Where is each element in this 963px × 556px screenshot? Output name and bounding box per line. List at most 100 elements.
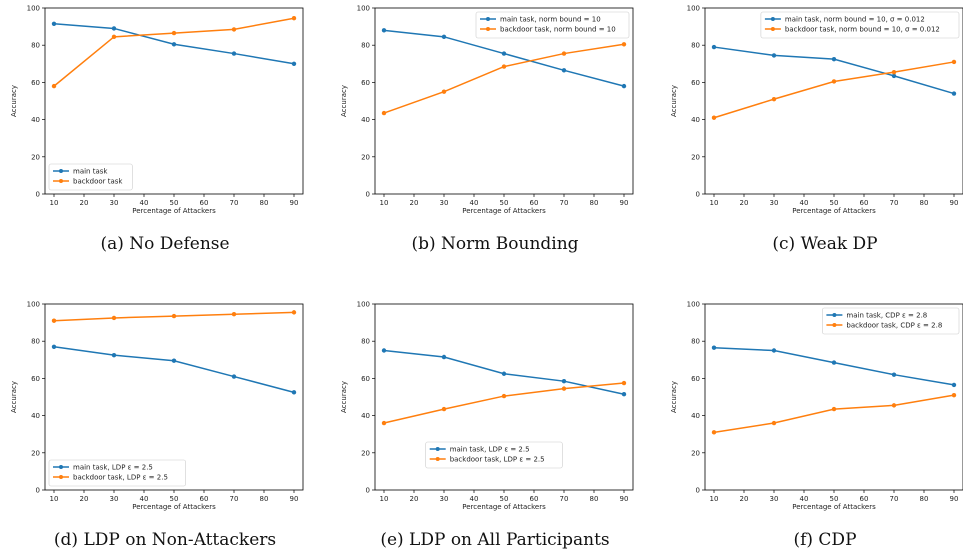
x-tick-label: 50 xyxy=(170,199,179,207)
chart-panel-4: 0 20 40 60 80 100 10 20 30 40 50 60 70 80 90 Percentage… xyxy=(340,301,634,511)
y-tick-label: 60 xyxy=(361,375,370,383)
y-tick-label: 20 xyxy=(361,449,370,457)
data-point-main xyxy=(951,382,957,388)
series-line-main xyxy=(713,46,955,95)
legend-marker xyxy=(770,27,775,31)
data-point-backdoor xyxy=(771,420,777,426)
data-point-backdoor xyxy=(561,386,567,391)
legend-marker xyxy=(435,457,440,461)
x-tick-label: 90 xyxy=(290,199,299,207)
x-tick-label: 50 xyxy=(500,495,509,503)
y-tick-label: 60 xyxy=(31,79,40,87)
y-tick-label: 60 xyxy=(691,79,700,87)
legend-label: main task, norm bound = 10 xyxy=(500,16,601,24)
x-tick-label: 70 xyxy=(230,199,239,207)
x-tick-label: 10 xyxy=(380,495,389,503)
data-point-main xyxy=(441,34,447,40)
chart-panel-1: 0 20 40 60 80 100 10 20 30 40 50 60 70 80 90 Percentage… xyxy=(340,5,634,215)
chart-panel-3: 0 20 40 60 80 100 10 20 30 40 50 60 70 80 90 Percentage… xyxy=(10,301,304,511)
legend: main task backdoor task xyxy=(48,163,133,191)
data-point-backdoor xyxy=(291,16,297,21)
x-tick-label: 90 xyxy=(950,199,959,207)
data-point-backdoor xyxy=(621,380,627,386)
legend-marker xyxy=(59,169,63,173)
x-axis-label: Percentage of Attackers xyxy=(792,503,876,511)
data-point-backdoor xyxy=(561,51,567,56)
x-tick-label: 40 xyxy=(470,199,479,207)
y-tick-label: 100 xyxy=(357,5,370,13)
chart-panel-0: 0 20 40 60 80 100 10 20 30 40 50 60 70 80 90 Percentage… xyxy=(10,5,304,215)
y-tick-label: 40 xyxy=(31,412,40,420)
y-axis-label: Accuracy xyxy=(670,381,678,413)
data-point-backdoor xyxy=(711,115,717,120)
x-tick-label: 90 xyxy=(290,495,299,503)
x-tick-label: 60 xyxy=(530,199,539,207)
y-tick-label: 80 xyxy=(361,42,370,50)
data-point-backdoor xyxy=(441,406,447,412)
y-tick-label: 0 xyxy=(696,191,700,199)
subfigure-caption: (c) Weak DP xyxy=(772,234,878,254)
legend-marker xyxy=(59,465,63,469)
data-point-backdoor xyxy=(111,315,117,321)
y-tick-label: 60 xyxy=(361,79,370,87)
data-point-backdoor xyxy=(51,318,57,323)
data-point-main xyxy=(381,28,387,33)
data-point-main xyxy=(621,392,627,397)
legend-marker xyxy=(59,179,63,183)
legend-marker xyxy=(832,313,837,317)
legend-label: main task, CDP ε = 2.8 xyxy=(846,312,927,320)
data-point-main xyxy=(561,68,567,73)
x-tick-label: 60 xyxy=(200,199,209,207)
legend-label: backdoor task, LDP ε = 2.5 xyxy=(73,474,168,482)
y-tick-label: 40 xyxy=(361,116,370,124)
x-tick-label: 80 xyxy=(920,495,929,503)
x-tick-label: 60 xyxy=(860,495,869,503)
x-tick-label: 90 xyxy=(620,199,629,207)
legend-label: main task, LDP ε = 2.5 xyxy=(73,464,153,472)
x-tick-label: 30 xyxy=(110,199,119,207)
y-tick-label: 0 xyxy=(36,487,40,495)
data-point-backdoor xyxy=(381,110,387,116)
x-tick-label: 20 xyxy=(740,495,749,503)
data-point-main xyxy=(111,26,117,31)
x-tick-label: 40 xyxy=(140,199,149,207)
subfigure-caption: (f) CDP xyxy=(793,530,857,550)
y-tick-label: 100 xyxy=(27,301,40,309)
data-point-main xyxy=(501,51,507,56)
x-axis-label: Percentage of Attackers xyxy=(462,207,546,215)
y-tick-label: 100 xyxy=(27,5,40,13)
x-tick-label: 40 xyxy=(470,495,479,503)
legend: main task, LDP ε = 2.5 backdoor task, LDP… xyxy=(425,441,563,469)
data-point-main xyxy=(51,21,57,27)
legend: main task, CDP ε = 2.8 backdoor task, CDP… xyxy=(822,307,960,335)
x-tick-label: 80 xyxy=(260,495,269,503)
legend-label: main task, norm bound = 10, σ = 0.012 xyxy=(785,16,925,24)
data-point-main xyxy=(501,371,507,376)
subfigure-caption: (e) LDP on All Participants xyxy=(380,530,610,550)
data-point-main xyxy=(891,73,897,79)
x-tick-label: 50 xyxy=(830,495,839,503)
data-point-backdoor xyxy=(951,392,957,398)
legend: main task, norm bound = 10 backdoor task,… xyxy=(475,11,630,39)
x-axis-label: Percentage of Attackers xyxy=(132,503,216,511)
x-tick-label: 40 xyxy=(140,495,149,503)
x-tick-label: 40 xyxy=(800,495,809,503)
chart-panel-5: 0 20 40 60 80 100 10 20 30 40 50 60 70 80 90 Percentage… xyxy=(670,301,963,511)
x-tick-label: 70 xyxy=(560,495,569,503)
legend-box xyxy=(425,441,563,469)
x-tick-label: 90 xyxy=(950,495,959,503)
y-tick-label: 0 xyxy=(36,191,40,199)
series-line-backdoor xyxy=(713,394,955,434)
x-tick-label: 50 xyxy=(500,199,509,207)
y-tick-label: 100 xyxy=(687,5,700,13)
legend-label: main task xyxy=(73,168,108,176)
data-point-main xyxy=(951,91,957,96)
x-axis-label: Percentage of Attackers xyxy=(132,207,216,215)
y-tick-label: 80 xyxy=(691,338,700,346)
x-tick-label: 10 xyxy=(380,199,389,207)
data-point-backdoor xyxy=(441,89,447,94)
x-tick-label: 50 xyxy=(830,199,839,207)
y-tick-label: 40 xyxy=(691,412,700,420)
x-tick-label: 20 xyxy=(410,495,419,503)
